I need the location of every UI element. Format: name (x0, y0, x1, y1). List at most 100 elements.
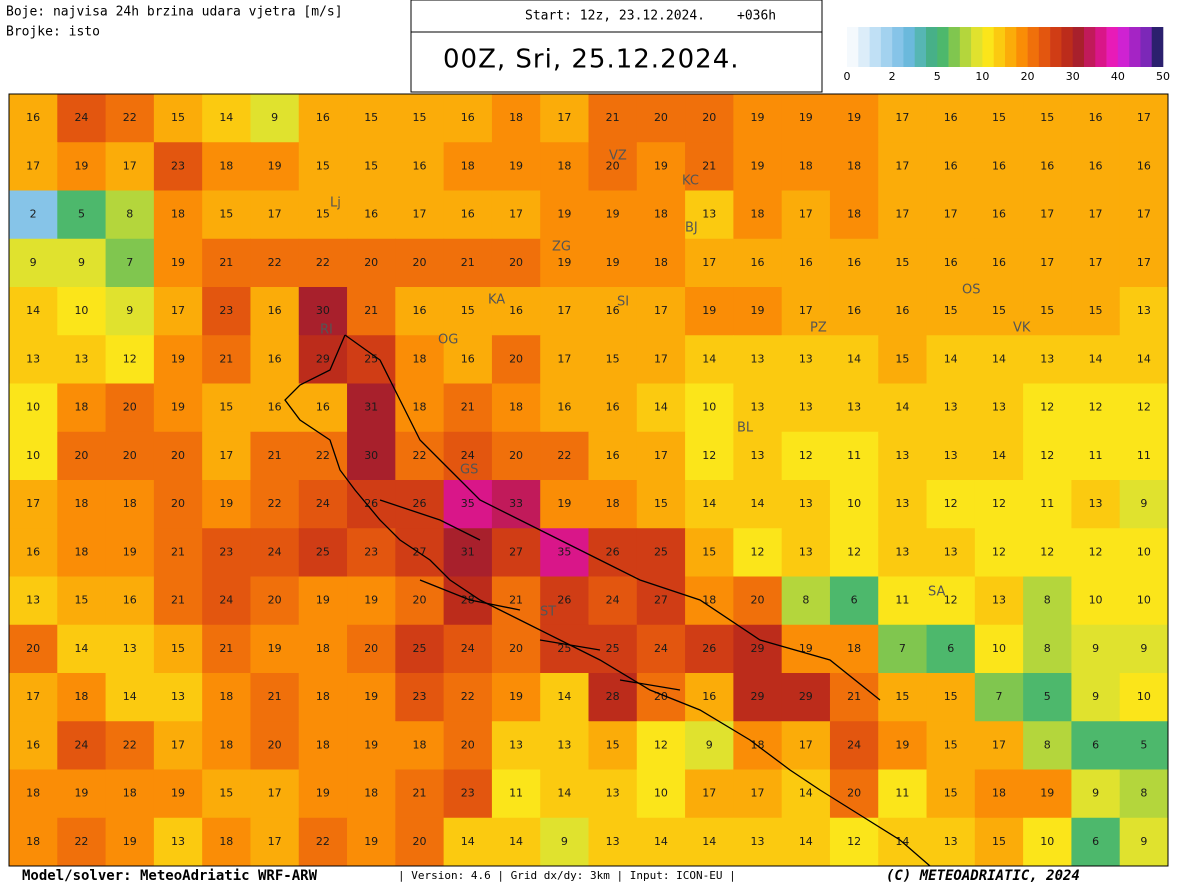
value-cell (733, 335, 783, 384)
value-label: 23 (219, 304, 233, 317)
value-label: 19 (74, 787, 88, 800)
value-cell (347, 94, 396, 143)
value-label: 14 (654, 835, 668, 848)
value-label: 7 (126, 256, 133, 269)
value-cell (347, 190, 396, 240)
value-cell (105, 673, 155, 722)
value-cell (1023, 190, 1072, 240)
value-label: 21 (219, 642, 233, 655)
color-cell (880, 27, 893, 67)
colorbar-tick: 10 (975, 70, 989, 83)
value-label: 20 (606, 159, 620, 172)
value-cell (685, 673, 734, 722)
value-cell (105, 142, 155, 191)
value-label: 19 (557, 497, 571, 510)
value-cell (57, 190, 107, 240)
value-label: 25 (316, 545, 330, 558)
value-label: 12 (944, 594, 958, 607)
value-label: 18 (74, 497, 88, 510)
value-cell (974, 190, 1024, 240)
value-cell (202, 721, 251, 770)
value-cell (1071, 190, 1121, 240)
value-cell (829, 287, 879, 336)
value-label: 19 (123, 545, 137, 558)
value-cell (395, 335, 445, 384)
value-cell (781, 190, 831, 240)
value-label: 20 (171, 449, 185, 462)
value-cell (781, 721, 831, 770)
value-label: 21 (606, 111, 620, 124)
value-label: 22 (268, 256, 282, 269)
stations: Lj ZG KA SI VZ KC BJ OS PZ VK RI GS BL S… (320, 149, 1031, 620)
value-cell (491, 142, 541, 191)
value-cell (878, 287, 928, 336)
value-label: 16 (992, 256, 1006, 269)
value-label: 13 (26, 594, 40, 607)
value-cell (540, 624, 589, 674)
value-cell (298, 721, 348, 770)
value-label: 18 (654, 208, 668, 221)
value-label: 22 (74, 835, 88, 848)
value-label: 17 (799, 208, 813, 221)
value-cell (202, 94, 251, 143)
value-label: 15 (895, 690, 909, 703)
value-cell (685, 624, 734, 674)
value-cell (974, 287, 1024, 336)
value-cell (926, 383, 976, 433)
value-label: 22 (123, 738, 137, 751)
value-label: 11 (895, 594, 909, 607)
value-label: 20 (509, 352, 523, 365)
value-label: 24 (461, 449, 475, 462)
value-cell (298, 624, 348, 674)
value-label: 24 (316, 497, 330, 510)
value-cell (781, 576, 831, 626)
value-label: 24 (74, 738, 88, 751)
value-label: 16 (412, 304, 426, 317)
value-label: 17 (557, 111, 571, 124)
value-cell (878, 190, 928, 240)
value-cell (250, 624, 300, 674)
value-cell (540, 190, 589, 240)
value-cell (829, 94, 879, 143)
value-label: 15 (316, 159, 330, 172)
value-label: 16 (1089, 111, 1103, 124)
value-label: 18 (654, 256, 668, 269)
color-cell (1072, 27, 1085, 67)
value-cell (926, 528, 976, 577)
color-cell (1095, 27, 1107, 67)
value-label: 15 (316, 208, 330, 221)
value-cell (491, 287, 541, 336)
value-cell (1071, 624, 1121, 674)
value-label: 23 (219, 545, 233, 558)
color-cell (858, 27, 870, 67)
value-label: 9 (126, 304, 133, 317)
value-label: 20 (268, 738, 282, 751)
value-label: 16 (992, 208, 1006, 221)
value-cell (829, 238, 879, 288)
value-label: 18 (364, 787, 378, 800)
value-cell (491, 673, 541, 722)
value-label: 17 (1137, 256, 1151, 269)
value-label: 15 (895, 352, 909, 365)
value-label: 15 (992, 835, 1006, 848)
value-cell (153, 383, 203, 433)
value-cell (395, 769, 445, 819)
value-cell (733, 480, 783, 529)
value-cell (781, 431, 831, 481)
value-label: 13 (26, 352, 40, 365)
value-cell (491, 528, 541, 577)
value-label: 15 (219, 401, 233, 414)
value-cell (250, 238, 300, 288)
value-label: 8 (1044, 738, 1051, 751)
value-cell (974, 624, 1024, 674)
value-label: 15 (992, 111, 1006, 124)
value-cell (443, 528, 493, 577)
value-cell (1071, 94, 1121, 143)
value-label: 5 (1140, 738, 1147, 751)
value-cell (57, 769, 107, 819)
value-cell (1119, 576, 1169, 626)
value-label: 10 (1089, 594, 1103, 607)
value-cell (829, 528, 879, 577)
value-cell (491, 480, 541, 529)
value-label: 20 (509, 256, 523, 269)
